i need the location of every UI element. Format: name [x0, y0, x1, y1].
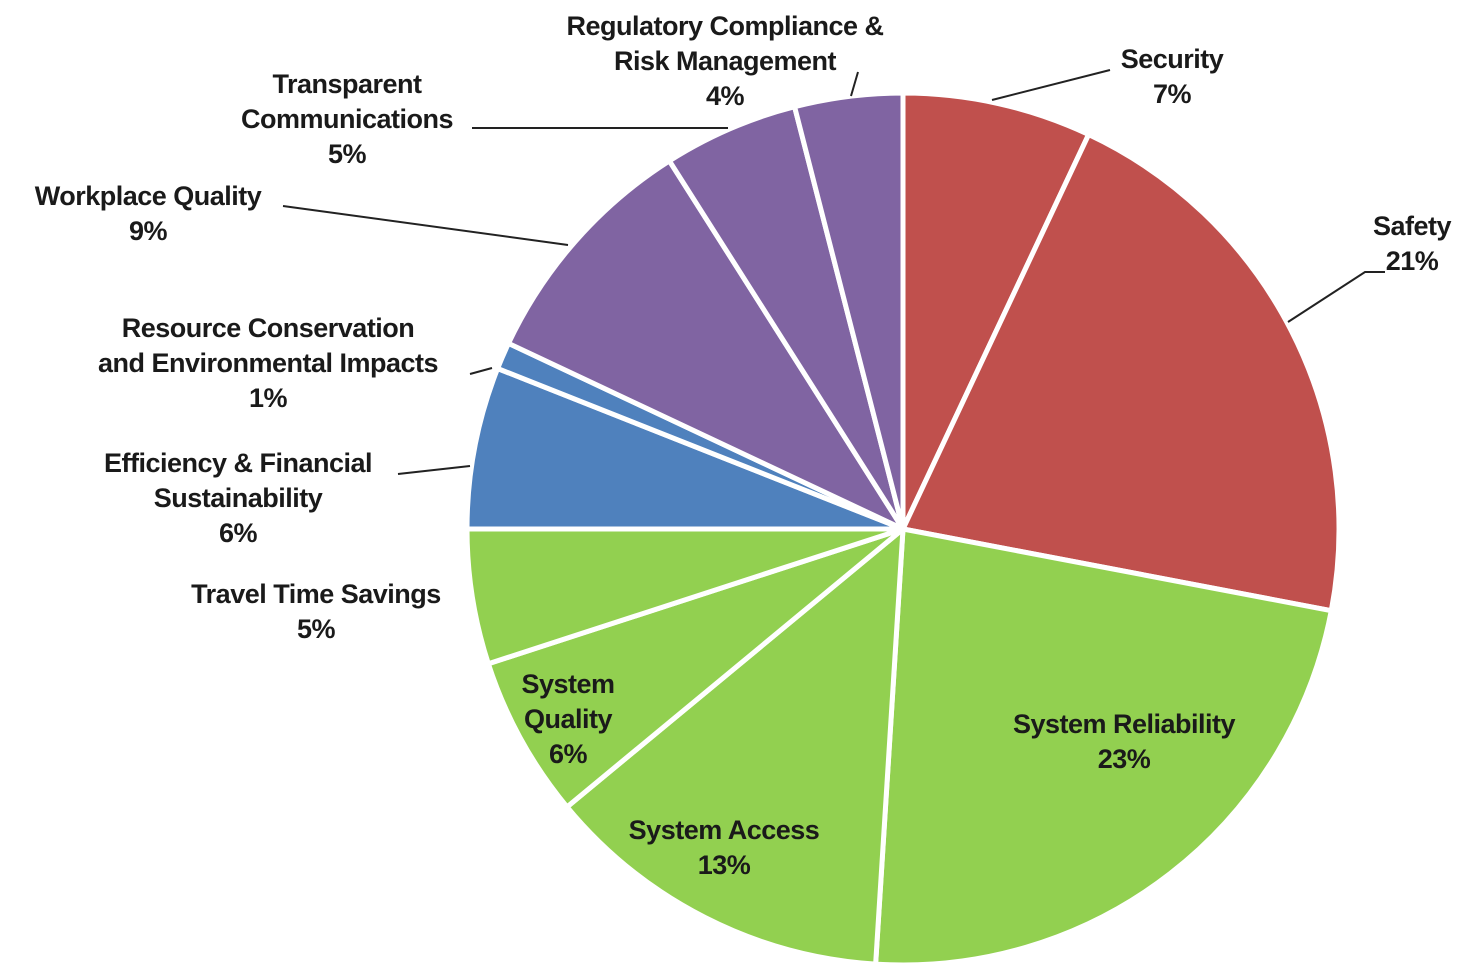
slice-safety [900, 132, 1342, 614]
data-label-travel-time-savings: Travel Time Savings 5% [191, 579, 441, 644]
data-label-security: Security 7% [1121, 44, 1224, 109]
slice-workplace-quality [506, 158, 906, 532]
slice-security [900, 90, 1092, 532]
data-label-system-reliability: System Reliability 23% [1013, 709, 1236, 774]
data-label-transparent-communications: Transparent Communications 5% [241, 69, 453, 169]
data-label-safety: Safety 21% [1373, 211, 1452, 276]
leader-line-resource-conservation-and-environmental-impacts [469, 367, 493, 375]
leader-line-workplace-quality [282, 205, 569, 246]
data-label-regulatory-compliance-and-risk-management: Regulatory Compliance & Risk Management 4% [566, 11, 883, 111]
data-label-system-access: System Access 13% [629, 815, 820, 880]
leader-line-efficiency-and-financial-sustainability [397, 465, 471, 475]
data-label-workplace-quality: Workplace Quality 9% [35, 181, 262, 246]
data-label-resource-conservation-and-environmental-impacts: Resource Conservation and Environmental I… [98, 313, 438, 413]
slice-system-quality [485, 526, 906, 810]
slice-system-access [564, 526, 906, 966]
leader-line-security [991, 69, 1111, 101]
leader-line-regulatory-compliance-and-risk-management [850, 71, 859, 97]
slice-efficiency-and-financial-sustainability [464, 366, 906, 532]
leader-line-safety [1287, 271, 1385, 323]
pie-slices [464, 90, 1342, 966]
data-label-system-quality: System Quality 6% [521, 669, 614, 769]
slice-labels: Security 7% Safety 21% System Reliability 23%… [35, 11, 1452, 880]
slice-system-reliability [873, 526, 1334, 966]
data-label-efficiency-and-financial-sustainability: Efficiency & Financial Sustainability 6% [104, 448, 372, 548]
leader-lines [282, 69, 1385, 475]
slice-regulatory-compliance-and-risk-management [792, 90, 906, 532]
